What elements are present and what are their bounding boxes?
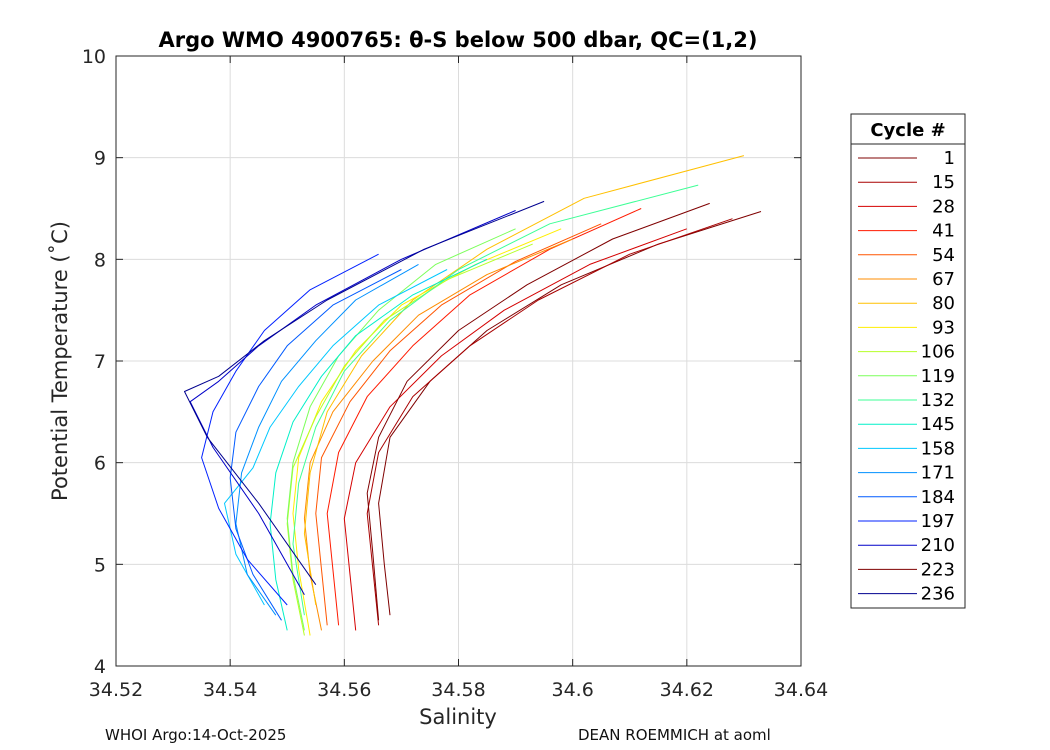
x-tick-label: 34.62 — [660, 679, 714, 701]
x-axis-label: Salinity — [419, 705, 497, 729]
series-line-28 — [343, 228, 687, 631]
legend-label: 210 — [921, 535, 955, 556]
x-tick-label: 34.58 — [431, 679, 485, 701]
x-tick-label: 34.64 — [774, 679, 828, 701]
series-line-236 — [184, 200, 545, 585]
legend-label: 41 — [932, 221, 955, 242]
legend-label: 80 — [932, 293, 955, 314]
legend-label: 106 — [921, 342, 955, 363]
series-line-80 — [303, 155, 745, 606]
footer-left: WHOI Argo:14-Oct-2025 — [105, 726, 287, 744]
legend-label: 119 — [921, 366, 955, 387]
legend-label: 67 — [932, 269, 955, 290]
legend-label: 236 — [921, 584, 955, 605]
series-line-54 — [315, 223, 602, 626]
legend-label: 93 — [932, 317, 955, 338]
grid-lines — [116, 56, 801, 666]
legend-label: 54 — [932, 245, 955, 266]
x-tick-label: 34.52 — [89, 679, 143, 701]
legend-label: 158 — [921, 438, 955, 459]
legend-label: 197 — [921, 511, 955, 532]
series-line-158 — [224, 269, 448, 606]
x-tick-label: 34.56 — [317, 679, 371, 701]
series-line-210 — [189, 210, 516, 596]
y-axis-label: Potential Temperature (˚C) — [48, 221, 72, 501]
series-line-41 — [326, 208, 642, 626]
y-tick-label: 6 — [94, 453, 106, 475]
legend-label: 1 — [944, 148, 955, 169]
legend: Cycle # 1 15 28 41 54 67 80 93 106 119 132 145 158 17… — [850, 113, 966, 609]
x-tick-label: 34.54 — [203, 679, 257, 701]
series-line-171 — [235, 263, 419, 616]
axis-ticks: 34.52 34.54 34.56 34.58 34.6 34.62 34.64 4 5 6 7 8 9… — [82, 46, 828, 701]
legend-entries: 1 15 28 41 54 67 80 93 106 119 132 145 158 171 184 197 2… — [858, 148, 955, 605]
x-tick-label: 34.6 — [552, 679, 594, 701]
legend-box — [850, 113, 966, 609]
series-line-223 — [366, 202, 710, 621]
chart-title: Argo WMO 4900765: θ-S below 500 dbar, QC… — [159, 28, 758, 52]
y-tick-label: 9 — [94, 148, 106, 170]
series-lines — [184, 155, 762, 636]
y-tick-label: 8 — [94, 249, 106, 271]
series-line-197 — [201, 253, 379, 606]
y-tick-label: 5 — [94, 554, 106, 576]
legend-label: 184 — [921, 487, 955, 508]
legend-label: 145 — [921, 414, 955, 435]
y-tick-label: 4 — [94, 656, 106, 678]
legend-label: 132 — [921, 390, 955, 411]
series-line-119 — [286, 228, 516, 631]
series-line-145 — [269, 258, 488, 631]
legend-label: 15 — [932, 172, 955, 193]
legend-label: 171 — [921, 463, 955, 484]
legend-label: 223 — [921, 559, 955, 580]
y-tick-label: 7 — [94, 351, 106, 373]
series-line-15 — [366, 218, 733, 626]
legend-label: 28 — [932, 196, 955, 217]
series-line-132 — [292, 184, 699, 616]
y-tick-label: 10 — [82, 46, 106, 68]
footer-right: DEAN ROEMMICH at aoml — [578, 726, 771, 744]
legend-title: Cycle # — [870, 120, 945, 141]
